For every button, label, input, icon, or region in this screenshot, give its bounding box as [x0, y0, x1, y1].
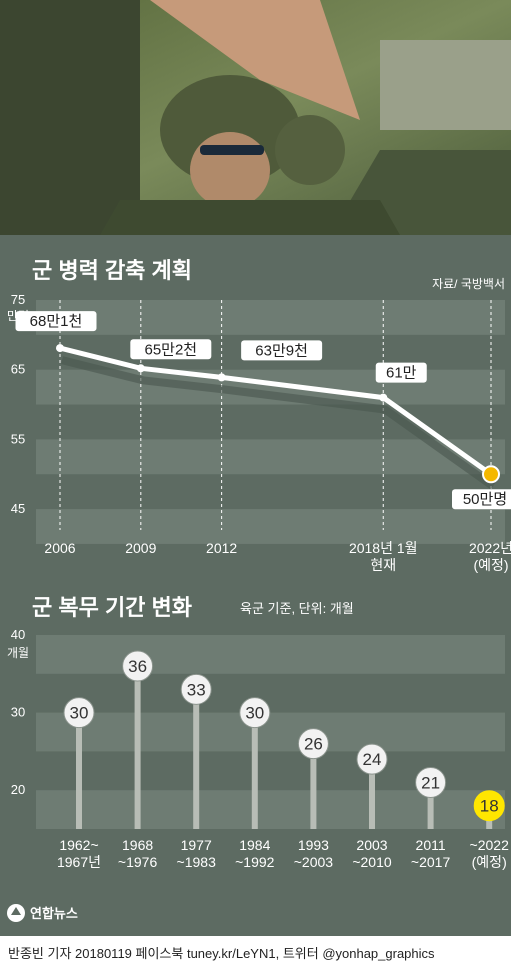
bar-value-label: 36: [128, 657, 147, 676]
y-tick-label: 30: [11, 705, 25, 720]
y-tick-label: 65: [11, 362, 25, 377]
value-label-box: [375, 362, 427, 383]
x-category-label: 1968 ~1976: [118, 837, 158, 870]
bar-stem: [76, 712, 82, 829]
bar-value-circle: [415, 766, 447, 798]
y-tick-label: 75: [11, 292, 25, 307]
band: [36, 509, 505, 544]
y-tick-label: 40: [11, 627, 25, 642]
bar-value-circle: [473, 790, 505, 822]
footer-credit: 반종빈 기자 20180119 페이스북 tuney.kr/LeYN1, 트위터…: [8, 946, 435, 961]
point-marker: [217, 373, 226, 382]
value-label-box: [452, 489, 511, 510]
value-label: 65만2천: [144, 341, 197, 358]
x-category-label: ~2022 (예정): [470, 837, 510, 870]
bar-stem: [251, 712, 258, 829]
x-category-label: 1993 ~2003: [294, 837, 334, 870]
x-category-label: 1977 ~1983: [177, 837, 217, 870]
bar-stem: [427, 782, 434, 829]
bar-value-circle: [63, 697, 95, 729]
x-tick-label: 2018년 1월 현재: [349, 540, 418, 573]
band: [36, 439, 505, 475]
bar-value-circle: [239, 697, 271, 729]
point-marker: [56, 344, 64, 353]
logo-text: 연합뉴스: [30, 906, 78, 921]
bar-value-circle: [180, 673, 212, 705]
band: [36, 712, 505, 752]
chart1-title: 군 병력 감축 계획: [32, 258, 192, 283]
x-category-label: 2003 ~2010: [352, 837, 392, 870]
footer: 반종빈 기자 20180119 페이스북 tuney.kr/LeYN1, 트위터…: [0, 936, 511, 966]
x-category-label: 1962~ 1967년: [57, 837, 101, 870]
y-tick-label: 20: [11, 782, 25, 797]
band: [36, 300, 505, 335]
bar-value-circle: [122, 650, 154, 682]
chart2-subtitle: 육군 기준, 단위: 개월: [240, 601, 354, 616]
bar-value-circle: [297, 728, 329, 760]
x-tick-label: 2009: [125, 540, 156, 556]
x-category-label: 1984 ~1992: [235, 837, 275, 870]
bar-value-label: 24: [363, 750, 382, 769]
yonhap-logo: 연합뉴스: [7, 904, 78, 922]
bar-value-circle: [356, 743, 388, 775]
bar-value-label: 30: [245, 704, 264, 723]
bar-value-label: 18: [480, 797, 499, 816]
value-label: 50만명: [463, 491, 507, 508]
x-tick-label: 2012: [206, 540, 237, 556]
point-marker: [482, 465, 500, 484]
point-marker: [136, 364, 145, 373]
value-label-box: [130, 339, 212, 360]
bar-value-label: 30: [70, 704, 89, 723]
soldiers-saluting-photo: [0, 0, 511, 235]
bar-value-label: 26: [304, 735, 323, 754]
bar-stem: [193, 689, 200, 829]
source-label: 자료/ 국방백서: [432, 277, 505, 291]
bar-stem: [369, 759, 375, 829]
y-tick-label: 45: [11, 501, 25, 516]
x-tick-label: 2006: [44, 540, 75, 556]
point-marker: [379, 393, 388, 402]
chart2-title: 군 복무 기간 변화: [32, 595, 192, 620]
band: [36, 635, 505, 674]
value-label: 63만9천: [255, 342, 308, 359]
value-label-box: [241, 340, 323, 361]
value-label: 68만1천: [30, 313, 83, 330]
bar-stem: [310, 743, 317, 829]
series-shadow: [61, 356, 496, 490]
value-label-box: [15, 311, 97, 332]
service-period-chart: 군 복무 기간 변화 육군 기준, 단위: 개월 40 30 20 개월 30 1962~ 19…: [7, 595, 509, 870]
x-tick-label: 2022년 (예정): [469, 540, 511, 573]
bar-value-label: 33: [187, 680, 206, 699]
y-tick-label: 55: [11, 431, 25, 446]
bar-value-label: 21: [421, 773, 440, 792]
value-label: 61만: [386, 365, 417, 382]
y-axis-unit: 개월: [7, 646, 29, 660]
x-category-label: 2011 ~2017: [411, 837, 451, 870]
bar-stem: [134, 666, 141, 829]
